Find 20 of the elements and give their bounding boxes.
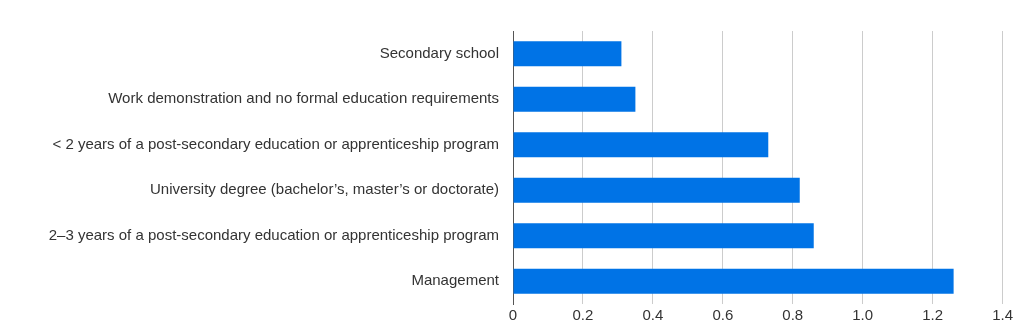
bar (513, 41, 622, 67)
x-tick-label: 0.6 (712, 306, 734, 324)
bar (513, 223, 814, 249)
bar (513, 132, 769, 158)
x-tick-label: 1.4 (992, 306, 1013, 324)
x-tick-label: 0.2 (572, 306, 594, 324)
y-tick-label: University degree (bachelor’s, master’s or doctorate) (149, 180, 499, 198)
x-tick-label: 0.8 (782, 306, 804, 324)
bar (513, 268, 954, 294)
x-tick-label: 0.4 (642, 306, 664, 324)
y-tick-label: Work demonstration and no formal education requirements (108, 89, 499, 107)
x-tick-label: 1.2 (922, 306, 944, 324)
y-tick-label: Management (411, 271, 500, 289)
y-tick-label: Secondary school (379, 43, 499, 61)
bar (513, 177, 800, 203)
bar (513, 86, 636, 112)
x-tick-label: 0 (508, 306, 518, 324)
y-tick-label: 2–3 years of a post-secondary education or apprenticeship program (48, 225, 499, 243)
x-tick-label: 1.0 (852, 306, 874, 324)
y-tick-label: < 2 years of a post-secondary education or apprenticeship program (52, 134, 499, 152)
